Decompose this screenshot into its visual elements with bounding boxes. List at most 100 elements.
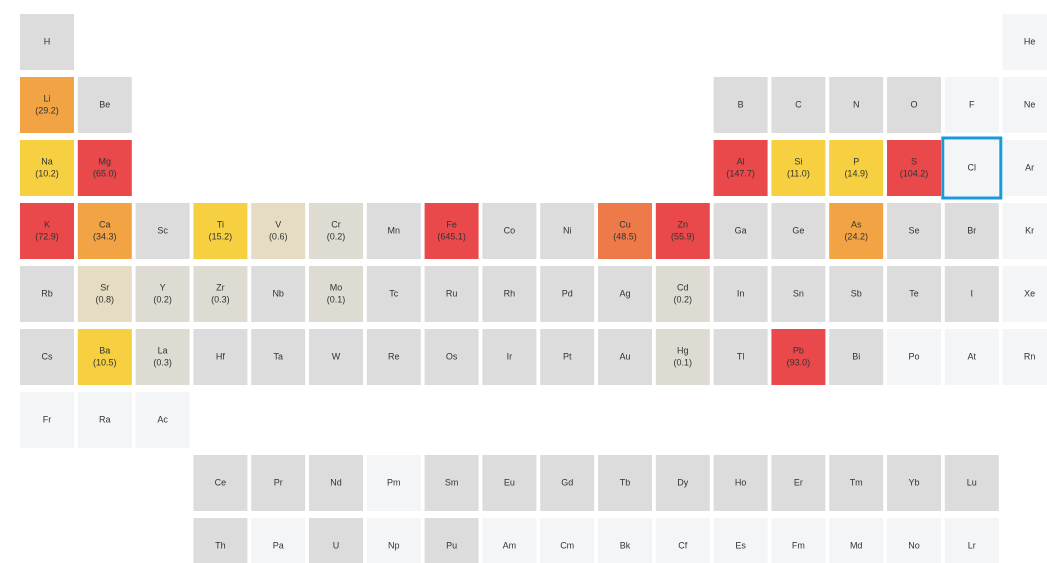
element-cell[interactable] (887, 203, 941, 259)
element-cell[interactable] (251, 455, 306, 511)
element-cell[interactable] (713, 455, 768, 511)
element-cell[interactable] (193, 455, 248, 511)
element-cell[interactable] (1002, 203, 1047, 259)
element-cell[interactable] (598, 518, 652, 563)
element-cell[interactable] (135, 266, 190, 322)
element-cell[interactable] (309, 518, 363, 563)
element-cell[interactable] (540, 455, 595, 511)
element-cell[interactable] (771, 329, 826, 385)
element-cell[interactable] (655, 455, 710, 511)
element-cell[interactable] (1002, 77, 1047, 133)
element-cell[interactable] (771, 266, 826, 322)
element-cell[interactable] (771, 203, 826, 259)
element-cell[interactable] (713, 77, 768, 133)
element-cell[interactable] (713, 329, 768, 385)
element-cell[interactable] (655, 203, 710, 259)
element-cell[interactable] (944, 140, 999, 196)
element-cell[interactable] (944, 266, 999, 322)
element-cell[interactable] (193, 518, 248, 563)
element-cell[interactable] (424, 329, 479, 385)
element-cell[interactable] (655, 518, 710, 563)
element-cell[interactable] (1002, 14, 1047, 70)
element-cell[interactable] (309, 266, 363, 322)
element-cell[interactable] (309, 455, 363, 511)
element-cell[interactable] (713, 203, 768, 259)
element-cell[interactable] (20, 392, 74, 448)
element-cell[interactable] (887, 455, 941, 511)
element-cell[interactable] (251, 329, 306, 385)
element-cell[interactable] (829, 266, 884, 322)
element-cell[interactable] (77, 77, 132, 133)
element-cell[interactable] (309, 203, 363, 259)
element-cell[interactable] (251, 518, 306, 563)
element-cell[interactable] (366, 203, 421, 259)
element-cell[interactable] (655, 266, 710, 322)
element-cell[interactable] (598, 455, 652, 511)
element-cell[interactable] (77, 329, 132, 385)
element-cell[interactable] (887, 329, 941, 385)
element-cell[interactable] (20, 77, 74, 133)
element-cell[interactable] (77, 266, 132, 322)
element-cell[interactable] (482, 518, 537, 563)
element-cell[interactable] (944, 77, 999, 133)
element-cell[interactable] (251, 203, 306, 259)
element-cell[interactable] (482, 266, 537, 322)
element-cell[interactable] (944, 518, 999, 563)
element-cell[interactable] (598, 266, 652, 322)
element-cell[interactable] (598, 329, 652, 385)
element-cell[interactable] (366, 329, 421, 385)
element-cell[interactable] (655, 329, 710, 385)
element-cell[interactable] (771, 455, 826, 511)
element-cell[interactable] (193, 329, 248, 385)
element-cell[interactable] (887, 140, 941, 196)
element-cell[interactable] (366, 455, 421, 511)
element-cell[interactable] (829, 203, 884, 259)
element-cell[interactable] (540, 266, 595, 322)
element-cell[interactable] (20, 266, 74, 322)
element-cell[interactable] (887, 518, 941, 563)
element-cell[interactable] (944, 455, 999, 511)
element-cell[interactable] (20, 203, 74, 259)
element-cell[interactable] (20, 329, 74, 385)
element-cell[interactable] (424, 266, 479, 322)
element-cell[interactable] (771, 77, 826, 133)
element-cell[interactable] (1002, 140, 1047, 196)
element-cell[interactable] (77, 203, 132, 259)
element-cell[interactable] (829, 140, 884, 196)
element-cell[interactable] (887, 266, 941, 322)
element-cell[interactable] (482, 455, 537, 511)
element-cell[interactable] (20, 14, 74, 70)
element-cell[interactable] (135, 203, 190, 259)
element-cell[interactable] (77, 392, 132, 448)
element-cell[interactable] (771, 140, 826, 196)
element-cell[interactable] (20, 140, 74, 196)
element-cell[interactable] (424, 203, 479, 259)
element-cell[interactable] (135, 329, 190, 385)
element-cell[interactable] (829, 518, 884, 563)
element-cell[interactable] (540, 518, 595, 563)
element-cell[interactable] (193, 203, 248, 259)
element-cell[interactable] (1002, 266, 1047, 322)
element-cell[interactable] (309, 329, 363, 385)
element-cell[interactable] (482, 329, 537, 385)
element-cell[interactable] (135, 392, 190, 448)
element-cell[interactable] (482, 203, 537, 259)
element-cell[interactable] (77, 140, 132, 196)
element-cell[interactable] (598, 203, 652, 259)
element-cell[interactable] (540, 329, 595, 385)
element-cell[interactable] (713, 140, 768, 196)
element-cell[interactable] (424, 518, 479, 563)
element-cell[interactable] (424, 455, 479, 511)
element-cell[interactable] (771, 518, 826, 563)
element-cell[interactable] (713, 266, 768, 322)
element-cell[interactable] (366, 518, 421, 563)
element-cell[interactable] (251, 266, 306, 322)
element-cell[interactable] (1002, 329, 1047, 385)
element-cell[interactable] (829, 77, 884, 133)
element-cell[interactable] (829, 455, 884, 511)
element-cell[interactable] (540, 203, 595, 259)
element-cell[interactable] (944, 203, 999, 259)
element-cell[interactable] (713, 518, 768, 563)
element-cell[interactable] (193, 266, 248, 322)
element-cell[interactable] (829, 329, 884, 385)
